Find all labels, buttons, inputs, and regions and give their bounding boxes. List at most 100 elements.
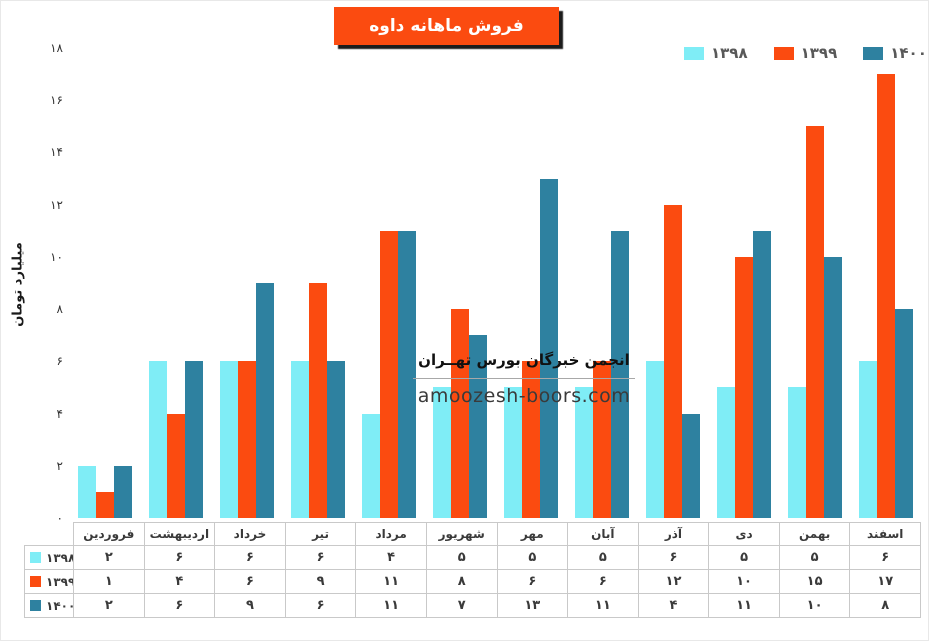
table-value-۱۳۹۹-11: ۱۵ [779, 570, 851, 594]
bar-group-7 [495, 48, 566, 518]
bar-۱۴۰۰-3 [255, 283, 274, 518]
y-tick-label: ۱۸ [50, 41, 63, 55]
bar-۱۴۰۰-4 [326, 361, 345, 518]
watermark-divider [413, 378, 635, 379]
table-header-month-11: بهمن [779, 522, 851, 546]
bar-۱۳۹۹-12 [876, 74, 895, 518]
table-value-۱۳۹۹-7: ۶ [497, 570, 569, 594]
watermark-line1: انجمن خبرگان بورس تهــران [418, 351, 630, 369]
plot-area [69, 48, 921, 518]
bar-group-1 [69, 48, 140, 518]
bar-۱۴۰۰-9 [681, 413, 700, 518]
table-value-۱۴۰۰-9: ۴ [638, 594, 710, 618]
bar-۱۳۹۹-4 [308, 283, 327, 518]
legend-item-3: ۱۴۰۰ [863, 44, 927, 62]
table-value-۱۳۹۸-9: ۶ [638, 546, 710, 570]
legend-label: ۱۴۰۰ [890, 44, 927, 62]
legend-swatch [773, 46, 794, 60]
legend-item-2: ۱۳۹۹ [773, 44, 837, 62]
table-header-month-10: دی [709, 522, 780, 546]
table-header-month-7: مهر [497, 522, 569, 546]
bar-۱۳۹۸-3 [219, 361, 238, 518]
bar-۱۳۹۹-10 [734, 256, 753, 518]
bar-group-6 [424, 48, 495, 518]
legend-label: ۱۳۹۸ [711, 44, 748, 62]
bar-group-8 [566, 48, 637, 518]
table-row-legend-3: ۱۴۰۰ [24, 594, 74, 618]
bar-۱۴۰۰-12 [894, 309, 913, 518]
table-value-۱۴۰۰-8: ۱۱ [568, 594, 639, 618]
y-tick-label: ۱۲ [50, 197, 63, 212]
table-legend-swatch [30, 552, 41, 563]
table-value-۱۴۰۰-5: ۱۱ [356, 594, 427, 618]
bar-۱۴۰۰-6 [468, 335, 487, 518]
watermark: انجمن خبرگان بورس تهــران amoozesh-boors… [413, 351, 635, 407]
legend-item-1: ۱۳۹۸ [684, 44, 748, 62]
table-value-۱۴۰۰-1: ۲ [74, 594, 145, 618]
bar-group-10 [708, 48, 779, 518]
bar-۱۳۹۸-1 [77, 465, 96, 518]
table-value-۱۳۹۸-2: ۶ [144, 546, 216, 570]
table-value-۱۳۹۹-9: ۱۲ [638, 570, 710, 594]
bar-۱۳۹۸-4 [290, 361, 309, 518]
bar-۱۳۹۹-11 [805, 126, 824, 518]
table-value-۱۳۹۹-10: ۱۰ [709, 570, 780, 594]
bar-group-4 [282, 48, 353, 518]
table-legend-year: ۱۴۰۰ [46, 598, 74, 613]
watermark-line2: amoozesh-boors.com [417, 385, 631, 407]
table-value-۱۳۹۸-8: ۵ [568, 546, 639, 570]
y-tick-label: ۸ [56, 302, 63, 317]
table-value-۱۳۹۸-5: ۴ [356, 546, 427, 570]
bar-۱۳۹۹-7 [521, 361, 540, 518]
table-row-legend-1: ۱۳۹۸ [24, 546, 74, 570]
y-axis-ticks: ۰ ۲ ۴ ۶ ۸ ۱۰ ۱۲ ۱۴ ۱۶ ۱۸ [29, 41, 63, 525]
bar-group-12 [850, 48, 921, 518]
table-header-month-1: فروردین [74, 522, 145, 546]
table-value-۱۴۰۰-11: ۱۰ [779, 594, 851, 618]
table-header-month-4: تیر [285, 522, 357, 546]
table-value-۱۳۹۸-3: ۶ [215, 546, 286, 570]
y-tick-label: ۱۶ [50, 93, 63, 108]
bar-۱۴۰۰-10 [752, 230, 771, 518]
bar-۱۴۰۰-11 [823, 256, 842, 518]
table-value-۱۳۹۹-6: ۸ [426, 570, 498, 594]
bar-group-11 [779, 48, 850, 518]
bar-۱۳۹۸-6 [432, 387, 451, 518]
bar-group-5 [353, 48, 424, 518]
table-value-۱۳۹۸-12: ۶ [850, 546, 921, 570]
table-header-month-3: خرداد [215, 522, 286, 546]
table-value-۱۳۹۹-4: ۹ [285, 570, 357, 594]
table-header-month-2: اردیبهشت [144, 522, 216, 546]
bar-۱۳۹۹-1 [95, 491, 114, 518]
chart-title-box: فروش ماهانه داوه [334, 7, 559, 45]
bar-۱۳۹۸-2 [148, 361, 167, 518]
chart-title: فروش ماهانه داوه [369, 16, 524, 36]
table-value-۱۴۰۰-2: ۶ [144, 594, 216, 618]
bar-group-3 [211, 48, 282, 518]
table-value-۱۳۹۸-7: ۵ [497, 546, 569, 570]
bar-۱۳۹۸-11 [787, 387, 806, 518]
data-table: فروردین اردیبهشت خرداد تیر مرداد شهریور مهر آبا… [24, 522, 921, 618]
table-value-۱۳۹۹-8: ۶ [568, 570, 639, 594]
bar-۱۳۹۹-2 [166, 413, 185, 518]
bar-group-2 [140, 48, 211, 518]
table-value-۱۳۹۸-4: ۶ [285, 546, 357, 570]
y-axis-title: میلیارد تومان [10, 242, 26, 327]
table-legend-swatch [30, 576, 41, 587]
bar-۱۳۹۸-10 [716, 387, 735, 518]
table-value-۱۴۰۰-4: ۶ [285, 594, 357, 618]
y-tick-label: ۲ [56, 458, 63, 473]
table-value-۱۳۹۹-5: ۱۱ [356, 570, 427, 594]
table-legend-year: ۱۳۹۹ [46, 574, 74, 589]
table-value-۱۴۰۰-6: ۷ [426, 594, 498, 618]
y-tick-label: ۱۰ [50, 249, 63, 264]
bar-۱۳۹۸-5 [361, 413, 380, 518]
table-value-۱۴۰۰-12: ۸ [850, 594, 921, 618]
y-tick-label: ۱۴ [50, 145, 63, 160]
bar-group-9 [637, 48, 708, 518]
bar-۱۴۰۰-7 [539, 178, 558, 518]
bar-۱۳۹۹-9 [663, 204, 682, 518]
table-value-۱۴۰۰-3: ۹ [215, 594, 286, 618]
bar-۱۳۹۹-6 [450, 309, 469, 518]
